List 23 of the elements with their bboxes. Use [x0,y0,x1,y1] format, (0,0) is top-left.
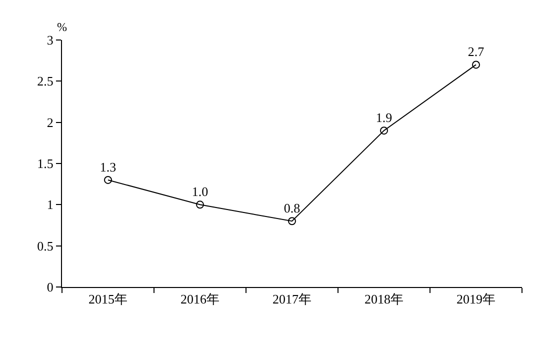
y-tick-label: 1 [46,197,54,212]
y-tick-label: 3 [46,32,54,48]
point [288,217,296,226]
x-tick-label: 2018年 [364,292,404,307]
y-tick-label: 2.5 [37,74,54,89]
point [196,200,204,209]
point [380,126,388,135]
x-tick-label: 2017年 [272,292,312,307]
data-label: 2.7 [468,44,485,60]
point [104,176,112,184]
x-tick-label: 2019年 [456,292,496,307]
point [472,60,480,69]
y-tick-label: 0 [46,280,54,295]
x-tick-label: 2016年 [180,292,220,307]
data-label: 0.8 [284,200,300,216]
data-label: 1.3 [100,159,116,174]
y-axis-title: % [57,20,67,34]
y-tick-label: 2 [46,114,54,130]
data-label: 1.0 [192,184,208,200]
y-tick-label: 1.5 [37,156,54,172]
data-label: 1.9 [376,110,392,125]
y-tick-label: 0.5 [37,238,54,254]
x-tick-label: 2015年 [88,292,128,307]
